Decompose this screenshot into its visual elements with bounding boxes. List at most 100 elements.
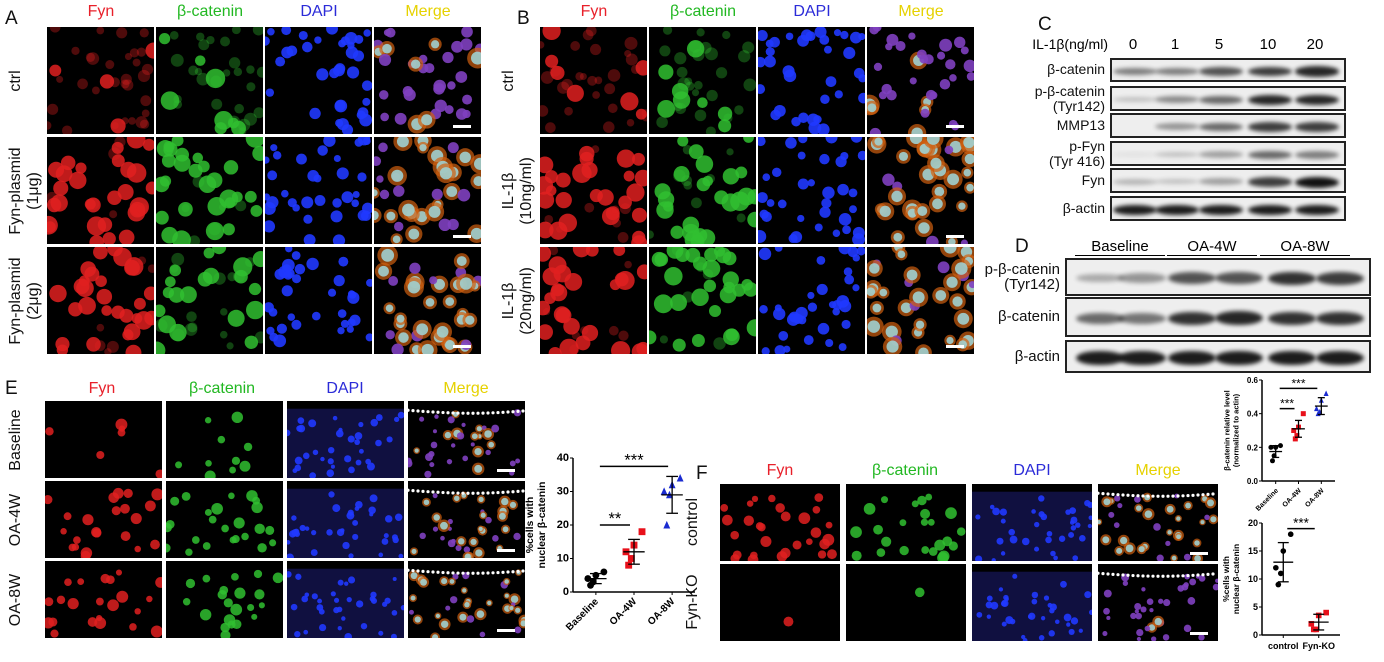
row-label: IL-1β (10ng/ml) <box>500 157 535 225</box>
micrograph-F-0-3 <box>1098 484 1218 561</box>
blot-band <box>1316 271 1364 285</box>
row-label: IL-1β (20ng/ml) <box>500 267 535 335</box>
micrograph-A-2-2 <box>265 247 372 354</box>
x-tick-label: OA-4W <box>1281 487 1303 509</box>
data-point <box>638 528 646 536</box>
blot-band <box>1199 204 1243 216</box>
blot-band <box>1118 312 1166 324</box>
micrograph-E-2-3 <box>408 561 525 638</box>
blot-band <box>1168 350 1216 366</box>
data-point <box>1318 397 1324 403</box>
x-tick-label: OA-4W <box>608 596 640 628</box>
data-point <box>630 541 638 549</box>
micrograph-E-0-2 <box>287 401 404 478</box>
micrograph-F-0-1 <box>846 484 966 561</box>
micrograph-B-2-2 <box>758 247 865 354</box>
blot-band <box>1155 204 1199 216</box>
micrograph-A-0-1 <box>156 27 263 134</box>
blot-band <box>1248 94 1292 106</box>
micrograph-E-0-1 <box>166 401 283 478</box>
blot-band <box>1248 204 1292 216</box>
channel-header: β-catenin <box>871 462 939 479</box>
panel-label: F <box>696 463 708 484</box>
blot-label: β-catenin <box>998 308 1060 325</box>
western-blot <box>1110 58 1346 82</box>
x-tick-label: OA-8W <box>1304 487 1326 509</box>
micrograph-A-1-0 <box>47 137 154 244</box>
micrograph-F-1-2 <box>972 564 1092 641</box>
micrograph-A-2-0 <box>47 247 154 354</box>
blot-band <box>1113 96 1157 103</box>
western-blot <box>1065 340 1371 373</box>
western-blot <box>1110 168 1346 193</box>
y-tick-label: 20 <box>1248 518 1258 528</box>
data-point <box>1323 609 1329 616</box>
blot-band <box>1155 151 1199 158</box>
y-tick-label: 40 <box>557 452 569 464</box>
data-point <box>1300 411 1306 417</box>
channel-header: Fyn <box>766 462 794 479</box>
channel-header: Merge <box>443 380 489 397</box>
blot-band <box>1199 122 1243 131</box>
blot-label: β-actin <box>1014 347 1060 365</box>
blot-band <box>1268 271 1316 286</box>
data-point <box>587 581 594 589</box>
blot-band <box>1168 311 1216 326</box>
blot-band <box>1155 123 1199 131</box>
western-blot <box>1110 113 1346 138</box>
micrograph-F-0-0 <box>720 484 840 561</box>
y-tick-label: 0.6 <box>1247 376 1259 385</box>
blot-band <box>1316 350 1364 366</box>
row-label: Fyn-plasmid (1μg) <box>7 147 42 235</box>
y-tick-label: 0.0 <box>1247 477 1259 486</box>
data-point <box>1280 548 1287 554</box>
blot-band <box>1295 151 1339 159</box>
blot-band <box>1113 178 1157 185</box>
data-point <box>1296 424 1301 430</box>
blot-band <box>1295 122 1339 132</box>
blot-band <box>1268 350 1316 366</box>
micrograph-B-1-0 <box>540 137 647 244</box>
y-tick-label: 0.4 <box>1247 410 1259 419</box>
y-tick-label: 0 <box>563 586 569 598</box>
micrograph-B-1-3 <box>867 137 974 244</box>
channel-header: DAPI <box>1013 462 1051 479</box>
data-point <box>1277 570 1284 577</box>
micrograph-A-0-3 <box>374 27 481 134</box>
blot-label: p-Fyn (Tyr 416) <box>1048 137 1105 169</box>
blot-band <box>1295 66 1339 77</box>
row-label: ctrl <box>500 70 517 92</box>
panel-label: B <box>517 8 530 29</box>
y-axis-label: (normalized to actin) <box>1232 393 1241 467</box>
blot-band <box>1155 178 1199 185</box>
micrograph-B-0-3 <box>867 27 974 134</box>
western-blot <box>1065 297 1371 337</box>
blot-band <box>1268 311 1316 326</box>
x-tick-label: OA-8W <box>646 596 678 628</box>
data-point <box>676 473 684 482</box>
micrograph-F-1-3 <box>1098 564 1218 641</box>
data-point <box>622 548 630 556</box>
y-axis-label: %cells with <box>1221 556 1231 602</box>
blot-band <box>1248 150 1292 159</box>
row-label: OA-8W <box>7 573 24 627</box>
lane-label: 10 <box>1259 36 1277 53</box>
micrograph-E-2-0 <box>45 561 162 638</box>
y-axis-label: β-catenin relative level <box>1223 390 1232 470</box>
treatment-label: IL-1β(ng/ml) <box>1032 36 1108 52</box>
micrograph-E-1-2 <box>287 481 404 558</box>
data-point <box>1269 458 1275 464</box>
micrograph-E-2-1 <box>166 561 283 638</box>
data-point <box>1317 408 1323 415</box>
lane-label: 0 <box>1128 36 1138 53</box>
data-point <box>592 571 600 579</box>
micrograph-A-1-2 <box>265 137 372 244</box>
channel-header: DAPI <box>326 380 364 397</box>
data-point <box>663 520 671 529</box>
blot-band <box>1316 311 1364 326</box>
blot-band <box>1199 178 1243 185</box>
significance-stars: ** <box>609 510 622 528</box>
blot-label: p-β-catenin (Tyr142) <box>1034 82 1105 114</box>
western-blot <box>1110 196 1346 221</box>
micrograph-F-0-2 <box>972 484 1092 561</box>
